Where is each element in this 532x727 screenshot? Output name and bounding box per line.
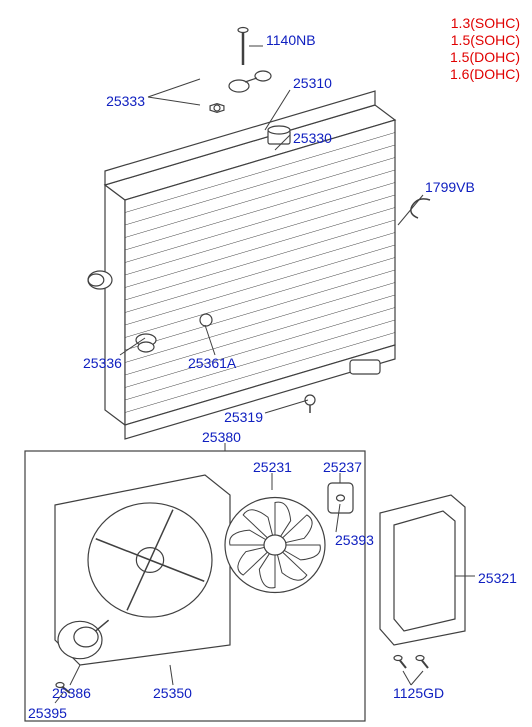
- part-label-1799VB: 1799VB: [425, 179, 475, 195]
- part-label-25237: 25237: [323, 459, 362, 475]
- spec-label: 1.6(DOHC): [450, 66, 520, 82]
- part-label-25386: 25386: [52, 685, 91, 701]
- part-label-1140NB: 1140NB: [266, 32, 316, 48]
- part-label-25330: 25330: [293, 130, 332, 146]
- part-label-25333: 25333: [106, 93, 145, 109]
- part-label-25336: 25336: [83, 355, 122, 371]
- spec-label: 1.5(DOHC): [450, 49, 520, 65]
- part-label-25361A: 25361A: [188, 355, 236, 371]
- parts-diagram: [0, 0, 532, 727]
- part-label-25393: 25393: [335, 532, 374, 548]
- part-label-25310: 25310: [293, 75, 332, 91]
- spec-label: 1.3(SOHC): [451, 15, 520, 31]
- part-label-1125GD: 1125GD: [393, 685, 444, 701]
- part-label-25350: 25350: [153, 685, 192, 701]
- spec-label: 1.5(SOHC): [451, 32, 520, 48]
- part-label-25319: 25319: [224, 409, 263, 425]
- part-label-25231: 25231: [253, 459, 292, 475]
- part-label-25321: 25321: [478, 570, 517, 586]
- part-label-25380: 25380: [202, 429, 241, 445]
- part-label-25395: 25395: [28, 705, 67, 721]
